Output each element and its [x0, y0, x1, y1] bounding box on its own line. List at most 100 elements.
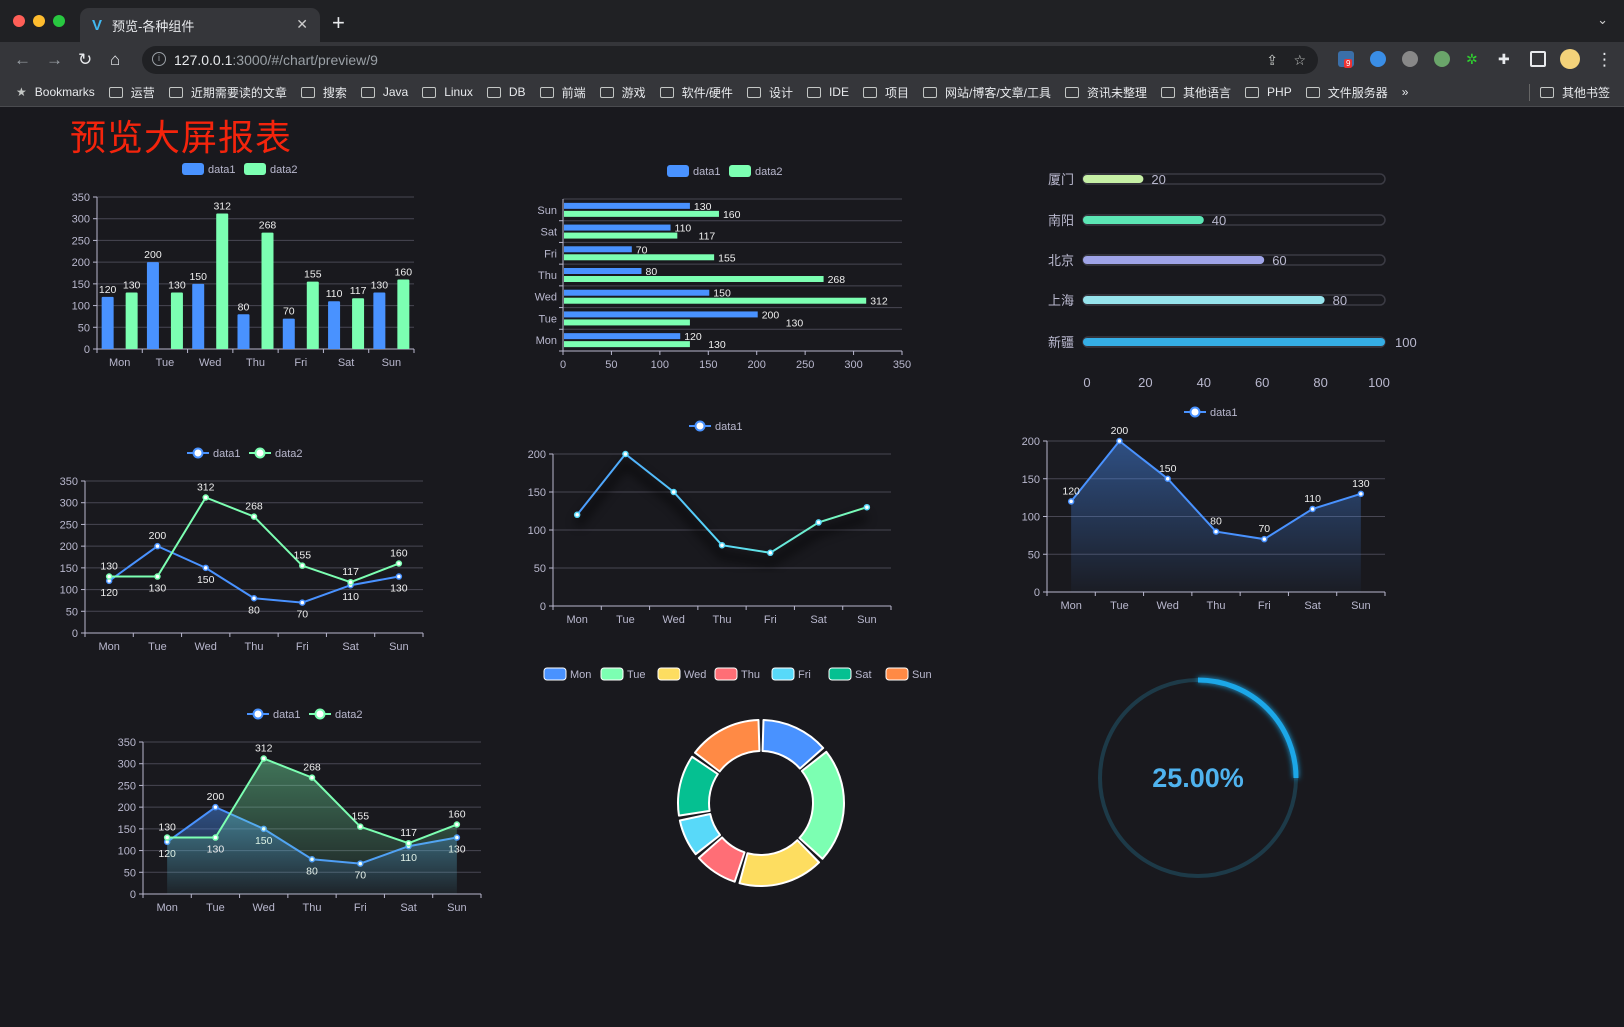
bookmark-folder[interactable]: 设计 — [746, 84, 793, 101]
point-value-label: 268 — [303, 762, 321, 774]
extension-star-icon[interactable]: ✲ — [1466, 51, 1478, 67]
bookmarks-button[interactable]: ★ Bookmarks — [16, 85, 95, 99]
menu-kebab-icon[interactable]: ⋮ — [1596, 50, 1613, 69]
bookmark-folder[interactable]: 近期需要读的文章 — [168, 84, 287, 101]
extension-icon[interactable]: 9 — [1338, 51, 1354, 68]
bookmark-folder[interactable]: 项目 — [862, 84, 909, 101]
bar-data1 — [564, 224, 671, 231]
legend-item-data1[interactable]: data1 — [667, 165, 721, 178]
back-icon[interactable]: ← — [14, 50, 31, 69]
progress-fill — [1083, 256, 1265, 264]
bookmark-folder[interactable]: 搜索 — [300, 84, 347, 101]
y-tick-label: 100 — [1022, 512, 1040, 524]
site-info-icon[interactable]: i — [152, 52, 166, 66]
data-point — [202, 494, 209, 501]
y-tick-label: 50 — [66, 606, 78, 618]
minimize-window-button[interactable] — [33, 15, 45, 27]
x-tick-label: Mon — [98, 641, 119, 653]
legend-item-data1[interactable]: data1 — [182, 163, 236, 176]
legend-item-thu[interactable]: Thu — [714, 667, 760, 681]
bar-data2 — [564, 297, 867, 304]
data-point — [154, 542, 161, 550]
bar-data1 — [146, 262, 159, 349]
donut-slice-fri — [678, 812, 722, 856]
progress-row: 新疆 100 — [1048, 335, 1417, 350]
legend-item-data1[interactable]: data1 — [187, 447, 241, 460]
bookmark-folder[interactable]: Linux — [422, 84, 473, 101]
extensions-puzzle-icon[interactable]: ✚ — [1498, 51, 1510, 67]
bookmark-folder[interactable]: 网站/博客/文章/工具 — [922, 84, 1051, 101]
extension-gem-icon[interactable] — [1370, 51, 1386, 67]
legend-swatch-icon — [714, 667, 738, 681]
home-icon[interactable]: ⌂ — [110, 50, 121, 69]
line-chart: data1 0 50 100 150 200 Mon Tue Wed Thu Fri Sat Sun — [528, 420, 892, 626]
bookmark-folder[interactable]: 软件/硬件 — [659, 84, 733, 101]
legend-swatch-icon — [182, 163, 204, 175]
bar-data2 — [216, 213, 229, 349]
browser-tab[interactable]: V 预览-各种组件 ✕ — [80, 8, 320, 42]
legend-item-wed[interactable]: Wed — [657, 667, 706, 681]
legend-item-mon[interactable]: Mon — [543, 667, 591, 681]
share-icon[interactable]: ⇪ — [1266, 51, 1278, 68]
x-tick-label: Fri — [764, 614, 777, 626]
legend-item-data2[interactable]: data2 — [309, 708, 363, 721]
bookmarks-overflow-button[interactable]: » — [1401, 85, 1409, 99]
bookmark-folder[interactable]: Java — [360, 84, 408, 101]
data-point — [299, 599, 306, 606]
bookmark-folder[interactable]: DB — [486, 84, 526, 101]
url-input[interactable]: i 127.0.0.1:3000/#/chart/preview/9 ⇪ ☆ — [142, 46, 1318, 74]
other-bookmarks-folder[interactable]: 其他书签 — [1528, 83, 1610, 101]
bookmark-folder[interactable]: 其他语言 — [1161, 84, 1231, 101]
x-tick-label: 40 — [1197, 375, 1211, 390]
legend-item-data1[interactable]: data1 — [1184, 406, 1238, 419]
bookmark-folder[interactable]: 游戏 — [599, 84, 646, 101]
bookmark-star-icon[interactable]: ☆ — [1293, 51, 1306, 68]
maximize-window-button[interactable] — [53, 15, 65, 27]
bookmark-folder[interactable]: 资讯未整理 — [1065, 84, 1147, 101]
legend-item-tue[interactable]: Tue — [600, 667, 646, 681]
bookmark-folder[interactable]: 文件服务器 — [1305, 84, 1388, 101]
data-point — [299, 562, 306, 569]
bar-data1 — [282, 318, 295, 349]
x-tick-label: 350 — [893, 359, 911, 371]
bookmark-folder[interactable]: 前端 — [539, 84, 586, 101]
url-host: 127.0.0.1 — [174, 52, 233, 68]
data-point — [767, 549, 774, 557]
bar-value-label: 117 — [699, 231, 716, 243]
x-tick-label: Wed — [253, 902, 275, 914]
point-value-label: 130 — [207, 844, 225, 856]
legend-item-data1[interactable]: data1 — [689, 420, 743, 433]
bar-value-label: 150 — [713, 288, 731, 300]
horizontal-bar-chart: data1 data2 0 50 100 150 200 250 300 350 Mon Tue Wed… — [535, 165, 911, 371]
bookmark-folder[interactable]: 运营 — [108, 84, 155, 101]
legend-item-sat[interactable]: Sat — [828, 667, 872, 681]
bookmark-label: 搜索 — [322, 85, 347, 100]
legend-item-data1[interactable]: data1 — [247, 708, 301, 721]
close-tab-icon[interactable]: ✕ — [296, 16, 308, 32]
close-window-button[interactable] — [13, 15, 25, 27]
new-tab-button[interactable]: + — [332, 10, 345, 35]
bookmark-label: 其他语言 — [1183, 85, 1232, 100]
bookmark-folder[interactable]: PHP — [1245, 84, 1292, 101]
legend-item-data2[interactable]: data2 — [244, 163, 298, 176]
legend-label: Thu — [741, 669, 760, 681]
data-point — [1067, 498, 1075, 505]
x-tick-label: Tue — [156, 357, 175, 369]
bookmark-folder[interactable]: IDE — [806, 84, 849, 101]
profile-avatar[interactable] — [1560, 49, 1580, 69]
legend-item-data2[interactable]: data2 — [249, 447, 303, 460]
tab-search-chevron-icon[interactable]: ⌄ — [1597, 12, 1608, 27]
x-tick-label: 0 — [1083, 375, 1090, 390]
bar-data2 — [564, 254, 715, 261]
legend-marker-icon — [252, 708, 264, 720]
point-value-label: 120 — [100, 587, 118, 599]
side-panel-icon[interactable] — [1530, 51, 1546, 67]
legend-item-sun[interactable]: Sun — [885, 667, 932, 681]
extension-icon[interactable] — [1434, 51, 1450, 67]
legend-item-data2[interactable]: data2 — [729, 165, 783, 178]
reload-icon[interactable]: ↻ — [78, 50, 93, 69]
legend-item-fri[interactable]: Fri — [771, 667, 811, 681]
bar-value-label: 130 — [786, 317, 804, 329]
forward-icon[interactable]: → — [46, 50, 63, 69]
extension-icon[interactable] — [1402, 51, 1418, 67]
